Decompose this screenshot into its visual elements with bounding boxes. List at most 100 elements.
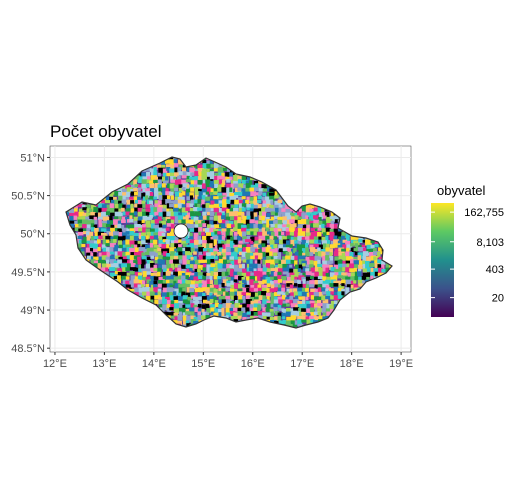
- municipality: [258, 180, 265, 188]
- municipality: [289, 232, 295, 236]
- municipality: [206, 264, 211, 272]
- municipality: [229, 207, 234, 215]
- municipality: [294, 276, 298, 282]
- municipality: [329, 272, 336, 279]
- municipality: [157, 164, 162, 168]
- municipality: [125, 239, 130, 246]
- municipality: [194, 171, 199, 177]
- municipality: [213, 180, 220, 184]
- municipality: [178, 212, 186, 218]
- municipality: [266, 231, 272, 235]
- municipality: [185, 283, 190, 288]
- municipality: [201, 304, 206, 310]
- municipality: [329, 231, 335, 238]
- municipality: [206, 187, 212, 194]
- municipality: [209, 211, 215, 216]
- municipality: [97, 216, 105, 220]
- municipality: [305, 288, 309, 294]
- municipality: [197, 272, 204, 279]
- municipality: [358, 247, 365, 252]
- municipality: [198, 215, 206, 222]
- municipality: [97, 239, 101, 245]
- municipality: [297, 323, 304, 328]
- municipality: [198, 231, 203, 236]
- municipality: [362, 272, 369, 279]
- municipality: [201, 183, 206, 190]
- municipality: [125, 184, 131, 189]
- municipality: [201, 259, 208, 263]
- municipality: [369, 263, 375, 268]
- municipality: [133, 279, 140, 286]
- municipality: [157, 259, 162, 265]
- municipality: [150, 272, 155, 279]
- municipality: [98, 219, 102, 225]
- municipality: [269, 235, 274, 242]
- municipality: [150, 223, 155, 230]
- municipality: [170, 243, 177, 247]
- municipality: [218, 179, 223, 185]
- municipality: [366, 248, 372, 255]
- municipality: [253, 223, 258, 230]
- municipality: [162, 271, 167, 277]
- municipality: [158, 243, 163, 248]
- municipality: [121, 283, 128, 288]
- municipality: [158, 195, 163, 200]
- municipality: [222, 295, 227, 302]
- municipality: [210, 164, 215, 168]
- municipality: [341, 283, 345, 287]
- municipality: [278, 204, 283, 209]
- municipality: [110, 212, 116, 217]
- municipality: [249, 263, 255, 270]
- municipality: [250, 231, 257, 236]
- y-tick-label: 48.5°N: [11, 343, 45, 355]
- municipality: [105, 256, 111, 263]
- municipality: [221, 207, 229, 212]
- municipality: [90, 227, 95, 232]
- municipality: [74, 208, 78, 214]
- municipality: [290, 239, 297, 246]
- municipality: [338, 231, 343, 235]
- municipality: [158, 236, 165, 241]
- municipality: [301, 236, 309, 242]
- municipality: [226, 276, 231, 281]
- municipality: [374, 240, 379, 246]
- municipality: [181, 275, 187, 282]
- municipality: [85, 204, 91, 211]
- municipality: [153, 179, 159, 184]
- municipality: [198, 279, 204, 284]
- municipality: [210, 240, 217, 248]
- municipality: [198, 212, 202, 219]
- municipality: [166, 279, 171, 285]
- municipality: [74, 239, 82, 245]
- municipality: [278, 287, 282, 294]
- municipality: [189, 264, 194, 271]
- municipality: [181, 235, 186, 242]
- municipality: [265, 216, 270, 221]
- municipality: [145, 212, 151, 216]
- municipality: [314, 279, 319, 285]
- municipality: [261, 227, 266, 232]
- municipality: [321, 240, 329, 247]
- municipality: [221, 307, 225, 314]
- municipality: [182, 247, 186, 251]
- municipality: [302, 279, 306, 287]
- municipality: [345, 287, 350, 295]
- municipality: [81, 215, 89, 220]
- municipality: [169, 295, 177, 302]
- municipality: [125, 267, 131, 272]
- municipality: [145, 295, 152, 302]
- municipality: [189, 232, 193, 240]
- municipality: [118, 208, 122, 215]
- municipality: [141, 244, 148, 249]
- municipality: [321, 295, 328, 301]
- municipality: [82, 228, 87, 233]
- municipality: [153, 287, 159, 293]
- municipality: [125, 280, 133, 288]
- municipality: [122, 192, 127, 199]
- municipality: [185, 235, 189, 240]
- municipality: [229, 220, 234, 227]
- municipality: [189, 167, 196, 173]
- municipality: [362, 255, 367, 262]
- municipality: [142, 211, 149, 217]
- municipality: [121, 219, 126, 224]
